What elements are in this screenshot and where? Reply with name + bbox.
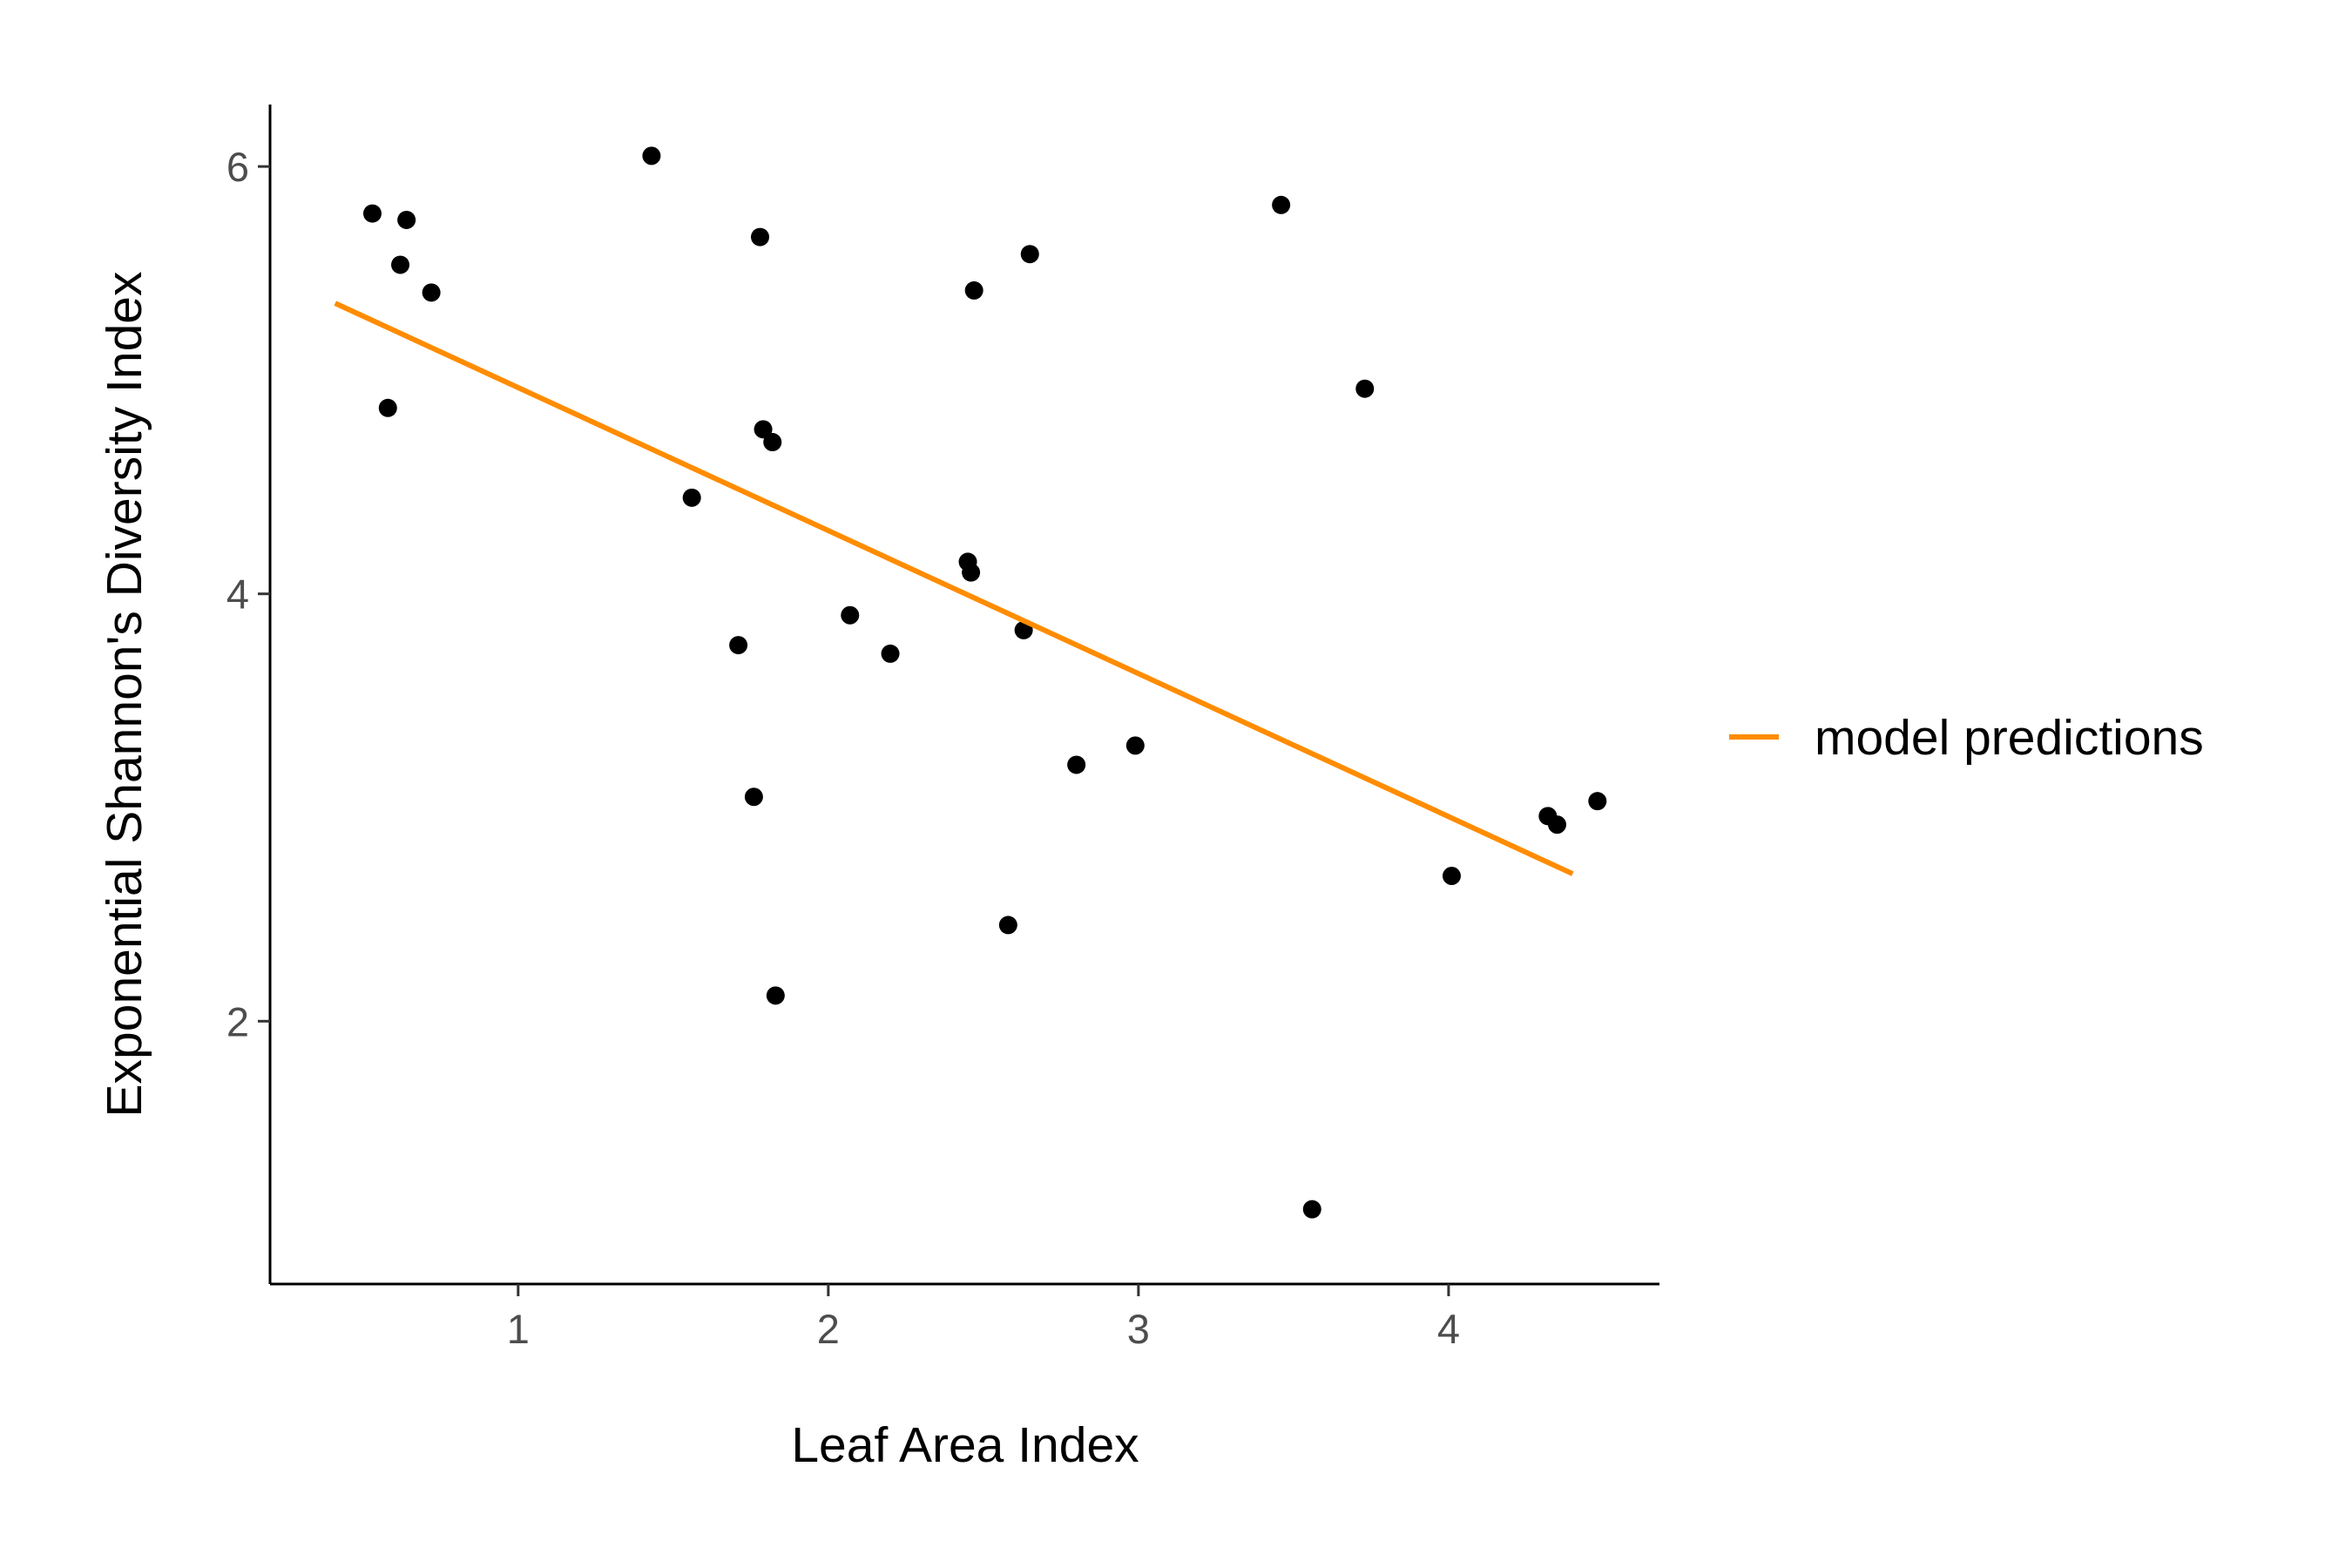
data-point-8 bbox=[763, 433, 782, 452]
x-tick-label: 1 bbox=[507, 1306, 530, 1352]
data-point-24 bbox=[1355, 379, 1375, 398]
legend: model predictions bbox=[1729, 710, 2204, 766]
data-point-26 bbox=[1442, 866, 1461, 885]
data-point-10 bbox=[729, 636, 748, 655]
data-point-18 bbox=[1020, 245, 1039, 264]
data-point-1 bbox=[397, 210, 416, 229]
data-point-2 bbox=[391, 255, 410, 274]
data-point-22 bbox=[1125, 736, 1145, 755]
y-ticks: 2 4 6 bbox=[226, 144, 270, 1044]
data-point-17 bbox=[964, 280, 983, 300]
data-point-5 bbox=[642, 146, 661, 166]
data-point-13 bbox=[841, 605, 860, 625]
data-point-0 bbox=[362, 204, 382, 223]
data-point-29 bbox=[1588, 792, 1607, 811]
x-tick-label: 4 bbox=[1437, 1306, 1460, 1352]
data-point-9 bbox=[682, 488, 701, 507]
data-point-6 bbox=[751, 227, 770, 247]
data-point-7 bbox=[754, 420, 773, 439]
data-point-20 bbox=[998, 916, 1017, 935]
data-point-4 bbox=[378, 398, 397, 417]
data-points bbox=[362, 146, 1607, 1219]
legend-label: model predictions bbox=[1815, 710, 2204, 766]
x-ticks: 1 2 3 4 bbox=[507, 1284, 1460, 1352]
data-point-11 bbox=[744, 787, 763, 807]
x-tick-label: 2 bbox=[817, 1306, 840, 1352]
data-point-12 bbox=[766, 986, 785, 1005]
fit-line-layer bbox=[334, 301, 1574, 876]
x-axis-title: Leaf Area Index bbox=[791, 1417, 1139, 1473]
axes bbox=[268, 105, 1659, 1286]
data-point-28 bbox=[1548, 815, 1567, 835]
y-tick-label: 4 bbox=[226, 571, 249, 618]
data-point-23 bbox=[1272, 195, 1291, 214]
data-point-25 bbox=[1302, 1200, 1321, 1219]
y-tick-label: 2 bbox=[226, 998, 249, 1044]
data-point-14 bbox=[881, 644, 900, 663]
model-predictions-line bbox=[334, 301, 1574, 876]
x-tick-label: 3 bbox=[1127, 1306, 1150, 1352]
data-point-21 bbox=[1067, 755, 1086, 774]
data-point-16 bbox=[962, 563, 981, 582]
y-tick-label: 6 bbox=[226, 144, 249, 190]
y-axis-title: Exponential Shannon's Diversity Index bbox=[97, 272, 152, 1118]
data-point-3 bbox=[422, 283, 441, 302]
